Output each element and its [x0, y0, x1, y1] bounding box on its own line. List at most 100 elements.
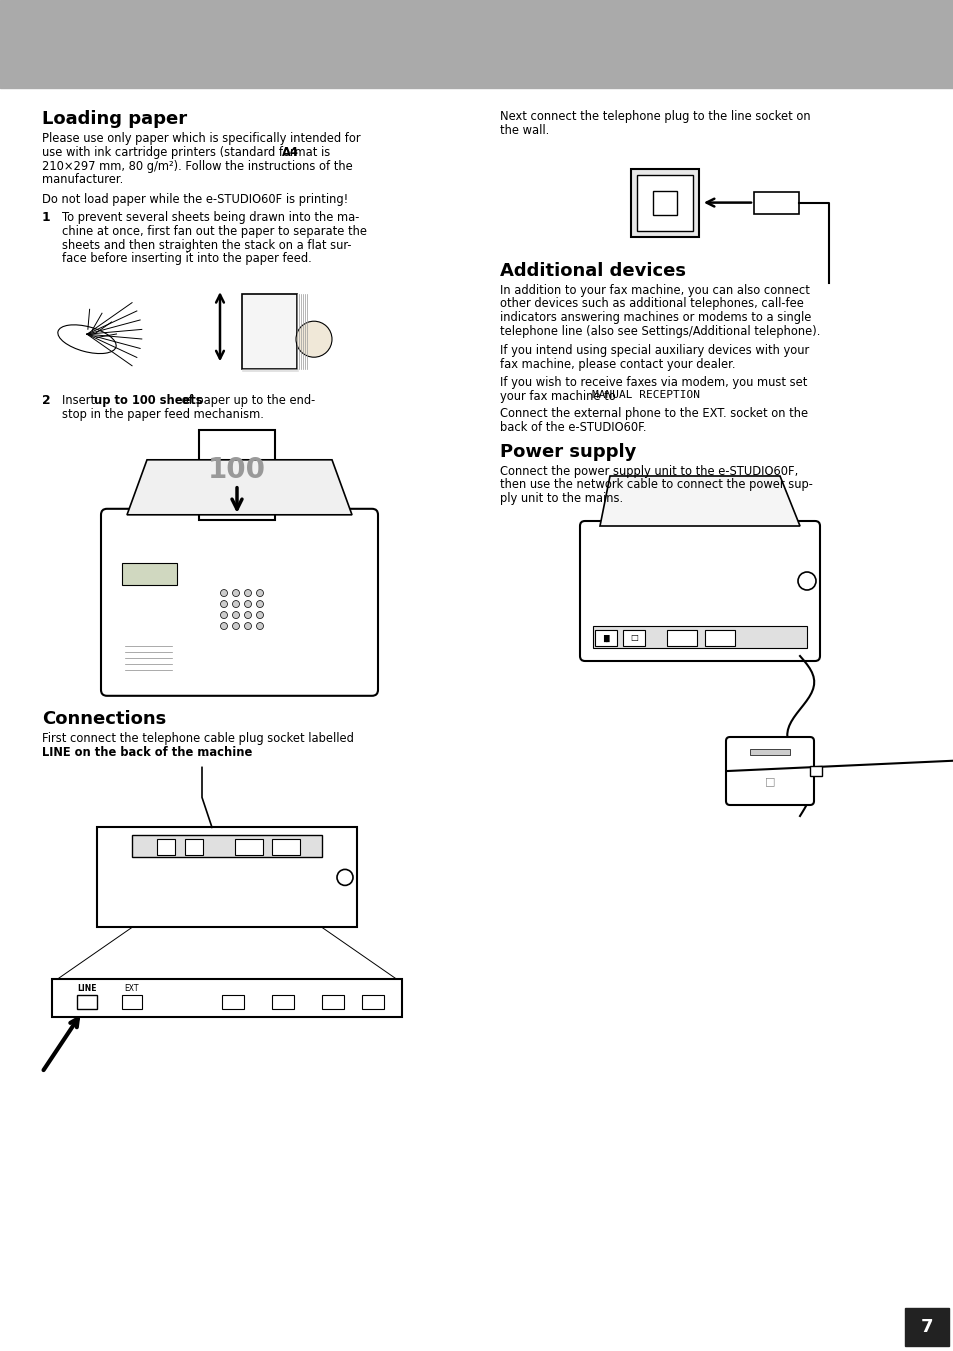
Bar	[185, 839, 203, 855]
Bar	[234, 839, 263, 855]
Text: Additional devices: Additional devices	[499, 262, 685, 280]
Bar	[704, 630, 734, 646]
Text: manufacturer.: manufacturer.	[42, 173, 123, 186]
Text: □: □	[629, 634, 638, 643]
Text: your fax machine to: your fax machine to	[499, 390, 618, 403]
Text: the wall.: the wall.	[499, 124, 549, 136]
Bar	[122, 563, 177, 585]
Bar	[630, 169, 699, 236]
Text: To prevent several sheets being drawn into the ma-: To prevent several sheets being drawn in…	[62, 211, 359, 224]
Text: LINE on the back of the machine: LINE on the back of the machine	[42, 746, 252, 759]
Circle shape	[220, 623, 227, 630]
Text: Next connect the telephone plug to the line socket on: Next connect the telephone plug to the l…	[499, 109, 810, 123]
Circle shape	[244, 601, 252, 608]
Circle shape	[220, 601, 227, 608]
FancyBboxPatch shape	[579, 521, 820, 661]
Text: If you wish to receive faxes via modem, you must set: If you wish to receive faxes via modem, …	[499, 377, 806, 389]
Text: Power supply: Power supply	[499, 443, 636, 461]
Polygon shape	[127, 459, 352, 515]
Bar	[199, 430, 274, 520]
Circle shape	[256, 623, 263, 630]
Text: EXT: EXT	[125, 985, 139, 993]
Text: First connect the telephone cable plug socket labelled: First connect the telephone cable plug s…	[42, 732, 354, 744]
Text: If you intend using special auxiliary devices with your: If you intend using special auxiliary de…	[499, 343, 808, 357]
Text: back of the e-STUDIO60F.: back of the e-STUDIO60F.	[499, 420, 646, 434]
Text: □: □	[764, 775, 775, 786]
Text: In addition to your fax machine, you can also connect: In addition to your fax machine, you can…	[499, 284, 809, 297]
Circle shape	[220, 612, 227, 619]
Bar	[122, 996, 142, 1009]
Bar	[272, 996, 294, 1009]
Text: indicators answering machines or modems to a single: indicators answering machines or modems …	[499, 311, 810, 324]
Bar	[322, 996, 344, 1009]
Bar	[666, 630, 697, 646]
Bar	[242, 295, 296, 369]
Text: Connections: Connections	[42, 709, 166, 728]
Text: LINE: LINE	[77, 985, 96, 993]
FancyBboxPatch shape	[725, 738, 813, 805]
Bar	[637, 174, 692, 231]
Circle shape	[244, 612, 252, 619]
Circle shape	[233, 612, 239, 619]
Text: other devices such as additional telephones, call-fee: other devices such as additional telepho…	[499, 297, 803, 311]
Bar	[222, 996, 244, 1009]
Text: Do not load paper while the e-STUDIO60F is printing!: Do not load paper while the e-STUDIO60F …	[42, 193, 348, 207]
Text: Please use only paper which is specifically intended for: Please use only paper which is specifica…	[42, 132, 360, 145]
Text: 1: 1	[42, 211, 51, 224]
Circle shape	[256, 601, 263, 608]
Circle shape	[336, 870, 353, 885]
Text: 210×297 mm, 80 g/m²). Follow the instructions of the: 210×297 mm, 80 g/m²). Follow the instruc…	[42, 159, 353, 173]
Bar	[753, 192, 799, 213]
Text: 7: 7	[920, 1319, 932, 1336]
Bar	[52, 979, 401, 1017]
Bar	[652, 190, 677, 215]
Text: up to 100 sheets: up to 100 sheets	[94, 394, 203, 407]
Circle shape	[220, 589, 227, 597]
Text: .: .	[203, 746, 207, 759]
Text: stop in the paper feed mechanism.: stop in the paper feed mechanism.	[62, 408, 264, 422]
Bar	[157, 839, 174, 855]
Bar	[593, 626, 806, 648]
Text: ply unit to the mains.: ply unit to the mains.	[499, 492, 622, 505]
Bar	[809, 766, 821, 775]
Text: of paper up to the end-: of paper up to the end-	[178, 394, 315, 407]
Text: fax machine, please contact your dealer.: fax machine, please contact your dealer.	[499, 358, 735, 370]
Polygon shape	[97, 827, 356, 927]
Circle shape	[233, 589, 239, 597]
Bar	[904, 1308, 948, 1346]
Text: 100: 100	[208, 457, 266, 484]
Text: chine at once, first fan out the paper to separate the: chine at once, first fan out the paper t…	[62, 224, 367, 238]
Bar	[622, 630, 644, 646]
Bar	[272, 839, 299, 855]
Circle shape	[244, 589, 252, 597]
Text: Connect the external phone to the EXT. socket on the: Connect the external phone to the EXT. s…	[499, 407, 807, 420]
Bar	[361, 996, 384, 1009]
Circle shape	[797, 571, 815, 590]
Bar	[0, 0, 953, 88]
Text: Loading paper: Loading paper	[42, 109, 187, 128]
Text: Connect the power supply unit to the e-STUDIO60F,: Connect the power supply unit to the e-S…	[499, 465, 798, 478]
Text: MANUAL RECEPTION: MANUAL RECEPTION	[592, 390, 700, 400]
Bar	[749, 748, 789, 755]
Text: A4: A4	[282, 146, 299, 159]
Circle shape	[256, 589, 263, 597]
Bar	[595, 630, 617, 646]
Circle shape	[256, 612, 263, 619]
Text: telephone line (also see Settings/Additional telephone).: telephone line (also see Settings/Additi…	[499, 326, 820, 338]
Circle shape	[233, 623, 239, 630]
Circle shape	[244, 623, 252, 630]
Text: then use the network cable to connect the power sup-: then use the network cable to connect th…	[499, 478, 812, 492]
Bar	[77, 996, 97, 1009]
Polygon shape	[599, 476, 800, 526]
Bar	[132, 835, 322, 858]
Text: face before inserting it into the paper feed.: face before inserting it into the paper …	[62, 253, 312, 265]
Circle shape	[295, 322, 332, 357]
Text: 2: 2	[42, 394, 51, 407]
FancyBboxPatch shape	[101, 509, 377, 696]
Circle shape	[233, 601, 239, 608]
Polygon shape	[97, 827, 356, 867]
Text: use with ink cartridge printers (standard format is: use with ink cartridge printers (standar…	[42, 146, 334, 159]
Text: Insert: Insert	[62, 394, 99, 407]
Text: sheets and then straighten the stack on a flat sur-: sheets and then straighten the stack on …	[62, 239, 351, 251]
Text: ██: ██	[602, 635, 609, 642]
